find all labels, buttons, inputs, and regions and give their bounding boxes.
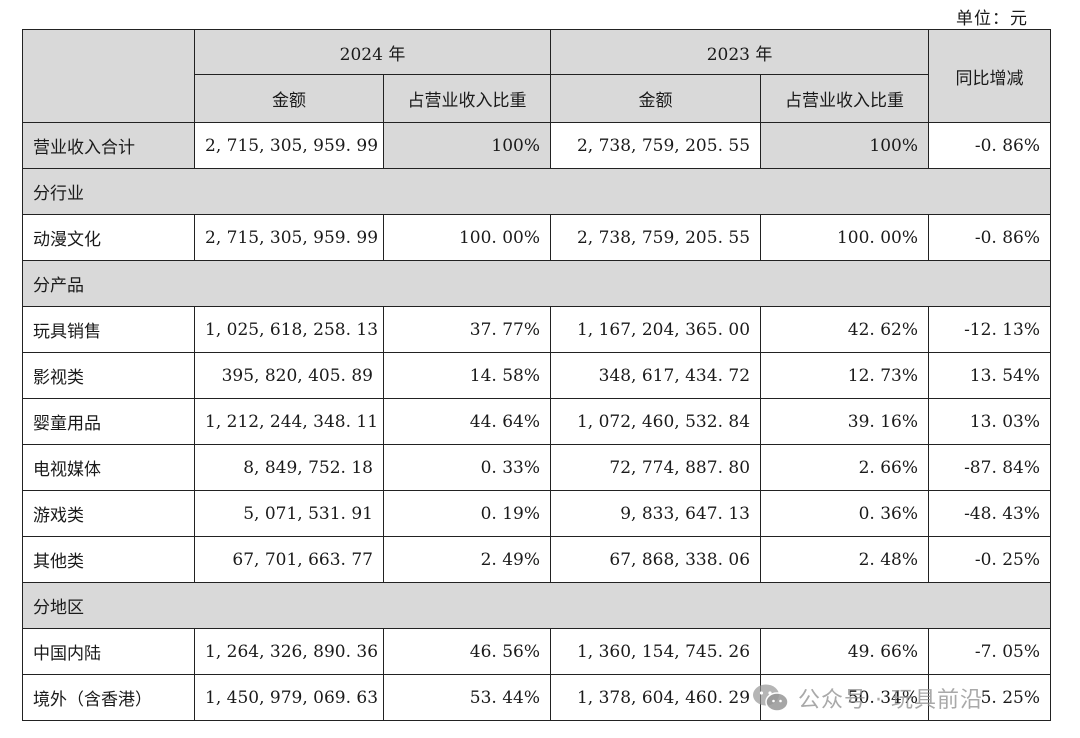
header-share-2024: 占营业收入比重 bbox=[382, 74, 552, 123]
amount-2024-cell: 1, 450, 979, 069. 63 bbox=[194, 674, 384, 721]
section-label: 分地区 bbox=[21, 582, 1052, 629]
table-row: 玩具销售 1, 025, 618, 258. 13 37. 77% 1, 167, 2… bbox=[22, 306, 1052, 353]
table-row: 婴童用品 1, 212, 244, 348. 11 44. 64% 1, 072, 4… bbox=[22, 398, 1052, 445]
share-2024-cell: 2. 49% bbox=[382, 536, 552, 583]
header-corner bbox=[22, 29, 195, 123]
amount-2023-cell: 348, 617, 434. 72 bbox=[550, 352, 762, 399]
row-label: 玩具销售 bbox=[22, 306, 195, 353]
amount-2023-cell: 67, 868, 338. 06 bbox=[550, 536, 762, 583]
amount-2024-cell: 8, 849, 752. 18 bbox=[194, 444, 384, 491]
header-row-metrics: 金额 占营业收入比重 金额 占营业收入比重 bbox=[23, 74, 1051, 123]
region-rows: 中国内陆 1, 264, 326, 890. 36 46. 56% 1, 360, 1… bbox=[22, 628, 1052, 721]
table-row: 游戏类 5, 071, 531. 91 0. 19% 9, 833, 647. 13 0… bbox=[22, 490, 1052, 537]
row-label: 游戏类 bbox=[22, 490, 195, 537]
row-label: 婴童用品 bbox=[22, 398, 195, 445]
yoy-cell: -87. 84% bbox=[928, 444, 1052, 491]
share-2024-cell: 53. 44% bbox=[382, 674, 552, 721]
row-label: 营业收入合计 bbox=[22, 122, 195, 169]
header-amount-2024: 金额 bbox=[194, 74, 384, 123]
table-row: 境外（含香港） 1, 450, 979, 069. 63 53. 44% 1, 378… bbox=[22, 674, 1052, 721]
share-2024-cell: 100% bbox=[382, 122, 552, 169]
row-label: 动漫文化 bbox=[22, 214, 195, 261]
header-year-2023: 2023 年 bbox=[550, 29, 930, 75]
share-2024-cell: 46. 56% bbox=[382, 628, 552, 675]
header-amount-2023: 金额 bbox=[550, 74, 762, 123]
share-2023-cell: 50. 34% bbox=[760, 674, 930, 721]
share-2023-cell: 2. 48% bbox=[760, 536, 930, 583]
amount-2024-cell: 1, 212, 244, 348. 11 bbox=[194, 398, 384, 445]
yoy-cell: 13. 03% bbox=[928, 398, 1052, 445]
header-yoy: 同比增减 bbox=[928, 29, 1052, 123]
share-2024-cell: 0. 33% bbox=[382, 444, 552, 491]
yoy-cell: -0. 86% bbox=[928, 214, 1052, 261]
row-label: 其他类 bbox=[22, 536, 195, 583]
yoy-cell: -0. 86% bbox=[928, 122, 1052, 169]
header-share-2023: 占营业收入比重 bbox=[760, 74, 930, 123]
yoy-cell: -12. 13% bbox=[928, 306, 1052, 353]
row-label: 影视类 bbox=[22, 352, 195, 399]
amount-2024-cell: 67, 701, 663. 77 bbox=[194, 536, 384, 583]
amount-2024-cell: 1, 264, 326, 890. 36 bbox=[194, 628, 384, 675]
amount-2024-cell: 2, 715, 305, 959. 99 bbox=[194, 214, 384, 261]
table-row: 中国内陆 1, 264, 326, 890. 36 46. 56% 1, 360, 1… bbox=[22, 628, 1052, 675]
share-2024-cell: 0. 19% bbox=[382, 490, 552, 537]
revenue-table: 2024 年 2023 年 同比增减 金额 占营业收入比重 金额 占营业收入比重… bbox=[21, 29, 1052, 721]
table-row: 其他类 67, 701, 663. 77 2. 49% 67, 868, 338. 0… bbox=[22, 536, 1052, 583]
amount-2023-cell: 1, 167, 204, 365. 00 bbox=[550, 306, 762, 353]
table-row: 影视类 395, 820, 405. 89 14. 58% 348, 617, 434… bbox=[22, 352, 1052, 399]
unit-label: 单位：元 bbox=[956, 9, 1028, 29]
share-2023-cell: 100. 00% bbox=[760, 214, 930, 261]
amount-2023-cell: 9, 833, 647. 13 bbox=[550, 490, 762, 537]
table-row: 动漫文化 2, 715, 305, 959. 99 100. 00% 2, 738, … bbox=[22, 214, 1052, 261]
share-2023-cell: 100% bbox=[760, 122, 930, 169]
amount-2024-cell: 5, 071, 531. 91 bbox=[194, 490, 384, 537]
share-2024-cell: 44. 64% bbox=[382, 398, 552, 445]
yoy-cell: 5. 25% bbox=[928, 674, 1052, 721]
share-2024-cell: 37. 77% bbox=[382, 306, 552, 353]
row-label: 境外（含香港） bbox=[22, 674, 195, 721]
yoy-cell: 13. 54% bbox=[928, 352, 1052, 399]
share-2023-cell: 49. 66% bbox=[760, 628, 930, 675]
amount-2023-cell: 72, 774, 887. 80 bbox=[550, 444, 762, 491]
amount-2023-cell: 1, 360, 154, 745. 26 bbox=[550, 628, 762, 675]
yoy-cell: -48. 43% bbox=[928, 490, 1052, 537]
section-label: 分产品 bbox=[21, 260, 1052, 307]
share-2023-cell: 2. 66% bbox=[760, 444, 930, 491]
section-label: 分行业 bbox=[21, 168, 1052, 215]
industry-rows: 动漫文化 2, 715, 305, 959. 99 100. 00% 2, 738, … bbox=[22, 214, 1052, 261]
product-rows: 玩具销售 1, 025, 618, 258. 13 37. 77% 1, 167, 2… bbox=[22, 306, 1052, 583]
amount-2023-cell: 1, 378, 604, 460. 29 bbox=[550, 674, 762, 721]
amount-2023-cell: 1, 072, 460, 532. 84 bbox=[550, 398, 762, 445]
amount-2024-cell: 2, 715, 305, 959. 99 bbox=[194, 122, 384, 169]
header-row-years: 2024 年 2023 年 同比增减 bbox=[22, 29, 1052, 123]
share-2023-cell: 0. 36% bbox=[760, 490, 930, 537]
yoy-cell: -7. 05% bbox=[928, 628, 1052, 675]
share-2023-cell: 39. 16% bbox=[760, 398, 930, 445]
amount-2024-cell: 1, 025, 618, 258. 13 bbox=[194, 306, 384, 353]
amount-2023-cell: 2, 738, 759, 205. 55 bbox=[550, 122, 762, 169]
yoy-cell: -0. 25% bbox=[928, 536, 1052, 583]
section-row-industry: 分行业 bbox=[21, 168, 1052, 215]
section-row-product: 分产品 bbox=[21, 260, 1052, 307]
share-2024-cell: 100. 00% bbox=[382, 214, 552, 261]
total-row: 营业收入合计 2, 715, 305, 959. 99 100% 2, 738,… bbox=[22, 122, 1052, 169]
row-label: 中国内陆 bbox=[22, 628, 195, 675]
amount-2024-cell: 395, 820, 405. 89 bbox=[194, 352, 384, 399]
share-2023-cell: 42. 62% bbox=[760, 306, 930, 353]
table-row: 电视媒体 8, 849, 752. 18 0. 33% 72, 774, 887. 8… bbox=[22, 444, 1052, 491]
share-2024-cell: 14. 58% bbox=[382, 352, 552, 399]
amount-2023-cell: 2, 738, 759, 205. 55 bbox=[550, 214, 762, 261]
share-2023-cell: 12. 73% bbox=[760, 352, 930, 399]
header-year-2024: 2024 年 bbox=[193, 29, 552, 75]
row-label: 电视媒体 bbox=[22, 444, 195, 491]
section-row-region: 分地区 bbox=[21, 582, 1052, 629]
